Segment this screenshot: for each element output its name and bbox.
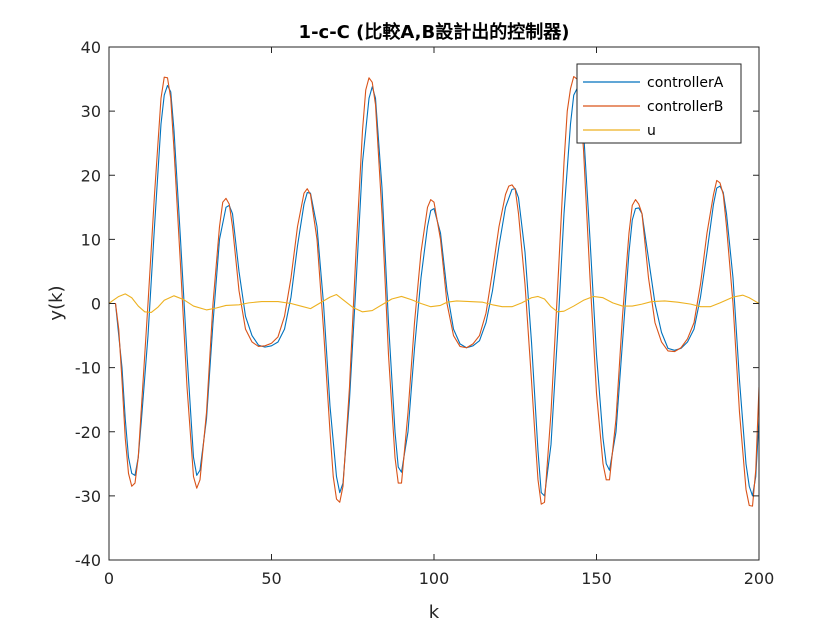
y-tick-label: -10 [75,359,101,378]
x-tick-label: 200 [744,569,775,588]
y-tick-label: 30 [81,102,101,121]
series-line-u [109,293,759,314]
x-tick-label: 100 [419,569,450,588]
y-tick-label: 0 [91,295,101,314]
x-tick-label: 50 [261,569,281,588]
y-tick-labels: -40 -30 -20 -10 0 10 20 30 40 [75,38,101,570]
y-tick-label: 20 [81,166,101,185]
x-tick-labels: 0 50 100 150 200 [104,569,774,588]
series-layer [109,75,759,507]
legend-label-u: u [647,123,656,139]
x-tick-label: 0 [104,569,114,588]
legend: controllerA controllerB u [576,63,742,144]
axes-box [108,46,760,561]
chart-title: 1-c-C (比較A,B設計出的控制器) [299,21,570,43]
y-tick-label: -30 [75,487,101,506]
legend-label-controllerb: controllerB [647,99,723,115]
y-tick-label: 10 [81,230,101,249]
legend-label-controllera: controllerA [647,75,724,91]
x-axis-label: k [429,602,440,623]
y-tick-label: -40 [75,551,101,570]
x-tick-label: 150 [581,569,612,588]
y-tick-label: -20 [75,423,101,442]
y-tick-label: 40 [81,38,101,57]
series-line-controllerb [109,75,759,507]
y-axis-label: y(k) [46,285,67,320]
